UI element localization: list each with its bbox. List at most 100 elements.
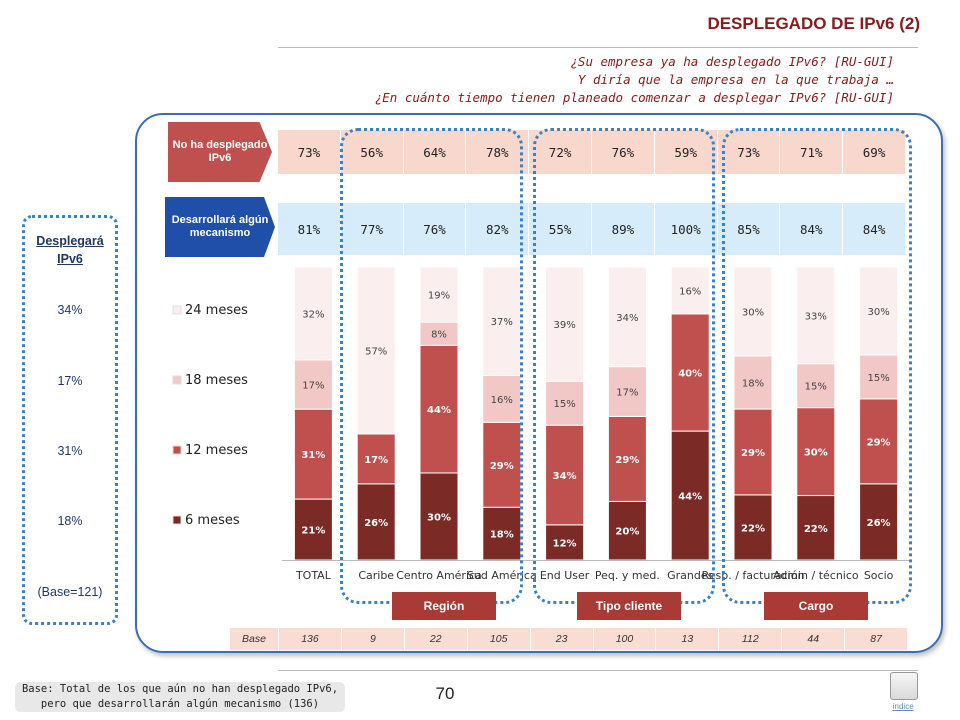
nh-cell: 78% (466, 130, 530, 174)
index-icon[interactable] (890, 672, 918, 700)
bar-value-label: 29% (490, 461, 514, 472)
bar-value-label: 15% (553, 399, 575, 410)
desplegara-value: 31% (57, 444, 83, 458)
bar-segment (670, 313, 710, 432)
bars-group: 21% 31% 17% 32% 26% 17% 57% 30% 44% 8% 19% 18% 29% 16… (293, 266, 899, 561)
bar-segment (670, 266, 710, 315)
bar-value-label: 20% (615, 527, 639, 538)
dam-cell: 100% (655, 203, 718, 255)
dam-cell: 82% (466, 203, 530, 255)
x-tick-label: Socio (864, 569, 894, 582)
bar-segment (482, 266, 522, 376)
bar-segment (419, 266, 459, 323)
bar-value-label: 44% (678, 492, 702, 503)
desplegara-base: (Base=121) (37, 585, 103, 599)
title-divider (278, 47, 918, 48)
x-tick-label: Caribe (358, 569, 394, 582)
nh-cell: 59% (655, 130, 718, 174)
bar-segment (545, 266, 585, 382)
nh-cell: 71% (780, 130, 844, 174)
x-tick-label: Sud América (467, 569, 537, 582)
legend-label: 24 meses (185, 303, 248, 318)
legend-swatch (172, 375, 182, 385)
bar-value-label: 30% (742, 307, 764, 318)
bar-value-label: 17% (302, 380, 324, 391)
bar-segment (607, 500, 647, 561)
desplegara-box (22, 215, 118, 625)
group-region-button[interactable]: Región (392, 592, 496, 620)
nh-cell: 64% (404, 130, 467, 174)
nh-cell: 69% (843, 130, 906, 174)
base-cell: 112 (719, 628, 783, 650)
group-tipo-cliente-button[interactable]: Tipo cliente (577, 592, 681, 620)
x-tick-label: Peq. y med. (595, 569, 660, 582)
bar-segment (419, 344, 459, 474)
x-tick-label: End User (540, 569, 590, 582)
question-line-1: ¿Su empresa ya ha desplegado IPv6? [RU-G… (570, 54, 894, 69)
bar-segment (607, 415, 647, 502)
dam-cell: 89% (592, 203, 655, 255)
bar-value-label: 15% (867, 373, 889, 384)
bar-value-label: 17% (364, 455, 388, 466)
bar-segment (733, 494, 773, 561)
dam-cell: 55% (529, 203, 592, 255)
bar-segment (796, 266, 836, 365)
dam-cell: 84% (780, 203, 844, 255)
bar-value-label: 26% (364, 518, 388, 529)
base-cell: 105 (468, 628, 531, 650)
legend-swatch (172, 445, 182, 455)
nh-cell: 72% (529, 130, 592, 174)
nh-cell: 73% (718, 130, 781, 174)
base-cell: 87 (845, 628, 909, 650)
legend-label: 6 meses (185, 513, 240, 528)
legend-label: 12 meses (185, 443, 248, 458)
dam-cell: 85% (718, 203, 781, 255)
bar-value-label: 29% (867, 437, 891, 448)
bar-segment (607, 366, 647, 417)
legend-label: 18 meses (185, 373, 248, 388)
bar-value-label: 16% (679, 286, 701, 297)
bar-value-label: 19% (428, 291, 450, 302)
footer-divider (278, 670, 918, 671)
bar-value-label: 37% (491, 317, 513, 328)
base-cell: 23 (531, 628, 594, 650)
bar-value-label: 15% (805, 382, 827, 393)
bar-value-label: 32% (302, 309, 324, 320)
bar-segment (607, 266, 647, 368)
bar-segment (293, 359, 333, 410)
bar-value-label: 18% (742, 378, 764, 389)
cargo-group-outline (722, 128, 912, 604)
no-ha-desplegado-row: 73% 56% 64% 78% 72% 76% 59% 73% 71% 69% (278, 130, 906, 174)
x-tick-label: TOTAL (295, 569, 332, 582)
bar-value-label: 17% (616, 388, 638, 399)
bar-value-label: 22% (741, 523, 765, 534)
index-link[interactable]: índice (892, 702, 914, 711)
tipo-cliente-group-outline (533, 128, 715, 604)
group-cargo-button[interactable]: Cargo (764, 592, 868, 620)
bar-segment (859, 483, 899, 561)
base-cell: 13 (656, 628, 720, 650)
dam-cell: 76% (404, 203, 467, 255)
bar-segment (733, 408, 773, 496)
bar-segment (482, 374, 522, 423)
bar-segment (545, 380, 585, 426)
bar-value-label: 16% (491, 395, 513, 406)
chart-panel (135, 113, 943, 653)
x-tick-label: Admin / técnico (773, 569, 859, 582)
legend: 24 meses 18 meses 12 meses 6 meses (172, 303, 248, 528)
bar-value-label: 39% (553, 320, 575, 331)
bar-value-label: 22% (804, 524, 828, 535)
bar-value-label: 29% (741, 448, 765, 459)
bar-value-label: 30% (867, 307, 889, 318)
bar-segment (733, 266, 773, 357)
bar-value-label: 12% (553, 538, 577, 549)
bar-segment (293, 408, 333, 500)
desplegara-value: 34% (57, 303, 83, 317)
x-tick-label: Grandes (667, 569, 714, 582)
desarrollara-label: Desarrollará algún mecanismo (165, 197, 275, 257)
bar-segment (356, 266, 396, 435)
desarrollara-row: 81% 77% 76% 82% 55% 89% 100% 85% 84% 84% (278, 203, 906, 255)
base-cell: 136 (279, 628, 342, 650)
desplegara-value: 18% (57, 514, 83, 528)
